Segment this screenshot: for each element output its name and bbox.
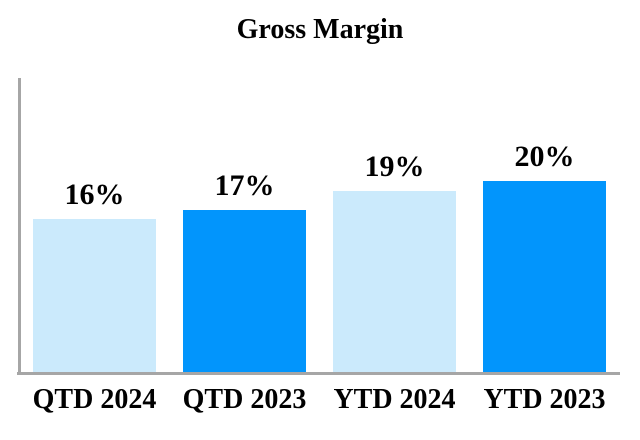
category-label-qtd-2023: QTD 2023: [182, 384, 307, 415]
category-label-ytd-2023: YTD 2023: [483, 384, 606, 415]
x-axis-line: [17, 372, 620, 375]
y-axis-line: [18, 78, 21, 372]
value-label-qtd-2023: 17%: [214, 168, 275, 202]
chart-title: Gross Margin: [236, 14, 404, 45]
bar-qtd-2024: [33, 219, 156, 372]
value-label-ytd-2024: 19%: [364, 149, 425, 183]
bar-qtd-2023: [183, 209, 306, 372]
value-label-ytd-2023: 20%: [514, 140, 575, 173]
value-label-qtd-2024: 16%: [64, 178, 125, 212]
category-label-qtd-2024: QTD 2024: [32, 384, 157, 415]
bar-ytd-2023: [483, 181, 606, 372]
bar-ytd-2024: [333, 190, 456, 372]
category-label-ytd-2024: YTD 2024: [333, 384, 456, 415]
